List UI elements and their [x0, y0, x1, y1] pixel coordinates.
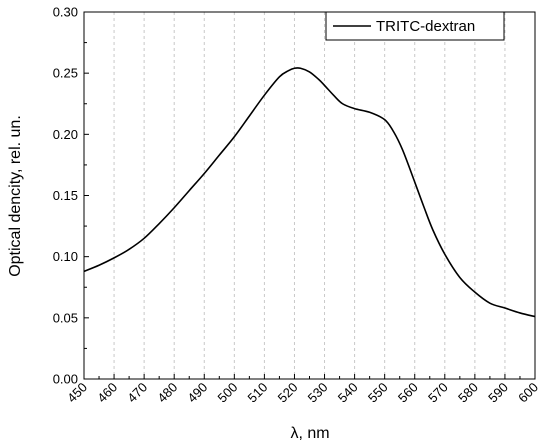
x-tick-label: 470: [124, 380, 150, 406]
x-tick-labels: 450 460 470 480 490 500 510 520 530 540 550 560 570 5…: [64, 380, 541, 406]
y-tick-label: 0.25: [53, 66, 78, 81]
y-tick-label: 0.05: [53, 310, 78, 325]
x-tick-label: 520: [275, 380, 301, 406]
x-axis-title: λ, nm: [290, 425, 329, 442]
x-tick-label: 580: [455, 380, 481, 406]
x-tick-label: 540: [335, 380, 361, 406]
y-axis-title: Optical dencity, rel. un.: [7, 115, 24, 277]
y-tick-label: 0.20: [53, 127, 78, 142]
y-tick-label: 0.00: [53, 372, 78, 387]
x-tick-label: 490: [184, 380, 210, 406]
series-line-tritc-dextran: [83, 67, 536, 318]
y-tick-label: 0.10: [53, 249, 78, 264]
legend: TRITC-dextran: [325, 11, 505, 41]
y-tick-labels: 0.00 0.05 0.10 0.15 0.20 0.25 0.30: [53, 5, 78, 387]
axis-ticks: [83, 11, 536, 380]
x-tick-label: 550: [365, 380, 391, 406]
x-tick-label: 590: [485, 380, 511, 406]
x-tick-label: 560: [395, 380, 421, 406]
x-tick-label: 530: [305, 380, 331, 406]
x-tick-label: 570: [425, 380, 451, 406]
x-tick-label: 500: [215, 380, 241, 406]
legend-label: TRITC-dextran: [376, 18, 475, 35]
x-tick-label: 510: [245, 380, 271, 406]
x-tick-label: 480: [154, 380, 180, 406]
x-tick-label: 600: [515, 380, 541, 406]
plot-frame: [83, 11, 536, 380]
series-layer: [83, 67, 536, 318]
x-tick-label: 460: [94, 380, 120, 406]
grid-lines: [113, 12, 506, 379]
y-tick-label: 0.15: [53, 188, 78, 203]
y-tick-label: 0.30: [53, 5, 78, 20]
